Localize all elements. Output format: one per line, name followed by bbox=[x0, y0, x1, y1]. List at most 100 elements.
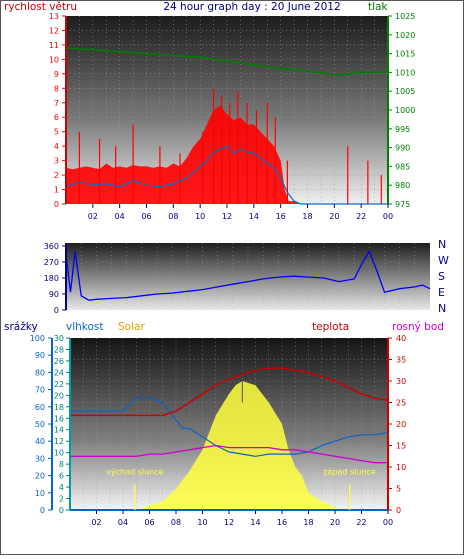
temperature-axis-title: teplota bbox=[312, 321, 349, 333]
temperature-tick-label: 5 bbox=[396, 485, 401, 494]
time-tick-label: 12 bbox=[222, 212, 232, 221]
time-axis-top: 02 04 06 08 10 12 14 16 18 20 22 00 bbox=[88, 204, 393, 221]
temperature-tick-label: 25 bbox=[396, 399, 406, 408]
wind-tick-label: 11 bbox=[49, 41, 59, 50]
time-tick-label: 20 bbox=[329, 212, 339, 221]
wind-tick-label: 10 bbox=[49, 55, 59, 64]
time-tick-label: 08 bbox=[171, 518, 181, 527]
wind-tick-label: 7 bbox=[54, 99, 59, 108]
rain-tick-label: 70 bbox=[35, 386, 45, 395]
rain-tick-label: 30 bbox=[35, 454, 45, 463]
time-tick-label: 22 bbox=[356, 212, 366, 221]
time-tick-label: 10 bbox=[197, 518, 207, 527]
pressure-tick-label: 980 bbox=[395, 181, 410, 190]
wind-tick-label: 9 bbox=[54, 70, 59, 79]
rain-tick-label: 0 bbox=[40, 506, 45, 515]
humidity-axis-title: vlhkost bbox=[66, 321, 104, 333]
sun-marker-label: východ slunce bbox=[106, 468, 163, 477]
humidity-tick-label: 8 bbox=[59, 460, 64, 469]
time-tick-label: 02 bbox=[91, 518, 101, 527]
temperature-tick-label: 20 bbox=[396, 420, 406, 429]
wind-tick-label: 4 bbox=[54, 142, 59, 151]
wind-tick-label: 6 bbox=[54, 113, 59, 122]
time-tick-label: 12 bbox=[224, 518, 234, 527]
compass-label: S bbox=[438, 270, 445, 283]
temperature-series bbox=[70, 367, 389, 511]
rain-axis-title: srážky bbox=[4, 321, 38, 333]
time-tick-label: 00 bbox=[383, 212, 393, 221]
wind-tick-label: 12 bbox=[49, 26, 59, 35]
direction-tick-label: 360 bbox=[44, 242, 59, 251]
humidity-tick-label: 0 bbox=[59, 506, 64, 515]
sun-annotations: východ slunce západ slunce bbox=[106, 468, 376, 510]
pressure-tick-label: 1025 bbox=[395, 12, 415, 21]
temperature-grid bbox=[70, 338, 388, 510]
wind-tick-label: 0 bbox=[54, 200, 59, 209]
wind-tick-label: 3 bbox=[54, 157, 59, 166]
pressure-axis-title: tlak bbox=[368, 1, 388, 13]
compass-label: N bbox=[438, 238, 446, 251]
rain-tick-label: 20 bbox=[35, 472, 45, 481]
time-tick-label: 04 bbox=[118, 518, 128, 527]
time-tick-label: 16 bbox=[277, 518, 287, 527]
time-tick-label: 04 bbox=[115, 212, 125, 221]
rain-tick-label: 60 bbox=[35, 403, 45, 412]
wind-axis-title: rychlost větru bbox=[4, 1, 77, 13]
pressure-tick-label: 975 bbox=[395, 200, 410, 209]
compass-label: W bbox=[438, 254, 449, 267]
humidity-line bbox=[70, 397, 389, 457]
rain-tick-label: 40 bbox=[35, 437, 45, 446]
humidity-tick-label: 6 bbox=[59, 472, 64, 481]
temperature-tick-label: 0 bbox=[396, 506, 401, 515]
humidity-tick-label: 12 bbox=[54, 437, 64, 446]
time-tick-label: 08 bbox=[168, 212, 178, 221]
humidity-tick-label: 20 bbox=[54, 391, 64, 400]
rain-tick-label: 100 bbox=[30, 334, 45, 343]
compass-label: E bbox=[438, 286, 445, 299]
pressure-axis-ticks: 975 980 985 990 995 1000 1005 1010 1015 1020 1025 bbox=[388, 12, 415, 209]
humidity-tick-label: 28 bbox=[54, 345, 64, 354]
wind-average-line bbox=[65, 145, 388, 205]
humidity-tick-label: 4 bbox=[59, 483, 64, 492]
direction-tick-label: 0 bbox=[54, 306, 59, 315]
rain-tick-label: 90 bbox=[35, 351, 45, 360]
direction-grid bbox=[66, 243, 430, 310]
temperature-tick-label: 15 bbox=[396, 442, 406, 451]
time-tick-label: 14 bbox=[249, 212, 259, 221]
pressure-tick-label: 985 bbox=[395, 162, 410, 171]
dewpoint-line bbox=[70, 444, 388, 464]
time-tick-label: 18 bbox=[302, 212, 312, 221]
wind-area bbox=[66, 105, 388, 204]
humidity-tick-label: 14 bbox=[54, 426, 64, 435]
direction-line bbox=[65, 249, 431, 301]
temperature-axis-ticks: 0 5 10 15 20 25 30 35 40 bbox=[388, 334, 406, 515]
direction-panel bbox=[66, 243, 430, 310]
wind-tick-label: 8 bbox=[54, 84, 59, 93]
chart-title: 24 hour graph day : 20 June 2012 bbox=[163, 1, 340, 13]
wind-tick-label: 2 bbox=[54, 171, 59, 180]
rain-tick-label: 50 bbox=[35, 420, 45, 429]
time-tick-label: 00 bbox=[383, 518, 393, 527]
temperature-line bbox=[70, 367, 389, 417]
time-axis-bottom: 02 04 06 08 10 12 14 16 18 20 22 00 bbox=[91, 510, 393, 527]
humidity-tick-label: 30 bbox=[54, 334, 64, 343]
pressure-tick-label: 1005 bbox=[395, 87, 415, 96]
pressure-tick-label: 1000 bbox=[395, 106, 415, 115]
humidity-tick-label: 2 bbox=[59, 495, 64, 504]
solar-axis-title: Solar bbox=[118, 321, 145, 333]
direction-axis-ticks: 0 90 180 270 360 bbox=[44, 242, 66, 315]
wind-pressure-series bbox=[65, 47, 388, 205]
dewpoint-axis-title: rosný bod bbox=[392, 321, 444, 333]
temperature-tick-label: 35 bbox=[396, 356, 406, 365]
time-tick-label: 10 bbox=[195, 212, 205, 221]
temperature-tick-label: 10 bbox=[396, 463, 406, 472]
temperature-tick-label: 40 bbox=[396, 334, 406, 343]
rain-tick-label: 10 bbox=[35, 489, 45, 498]
rain-tick-label: 80 bbox=[35, 368, 45, 377]
pressure-tick-label: 1015 bbox=[395, 50, 415, 59]
